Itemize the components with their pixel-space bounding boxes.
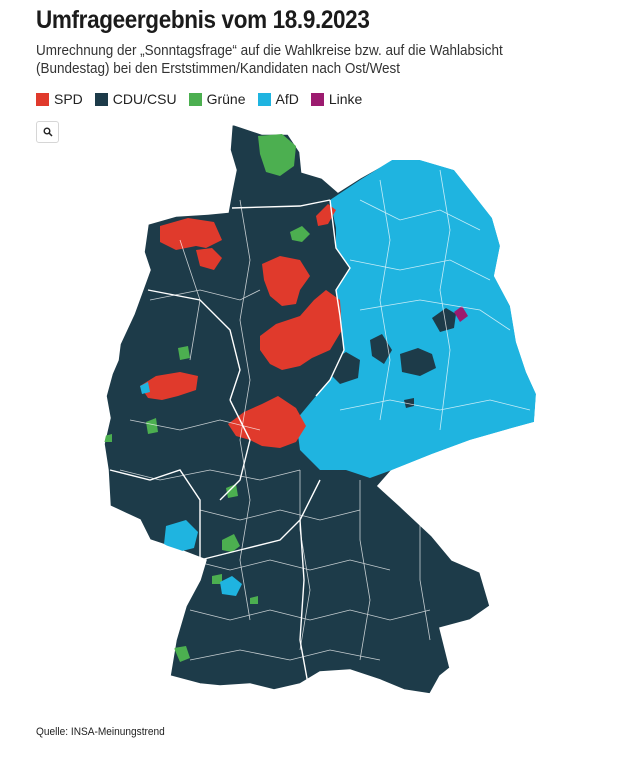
legend-label-spd: SPD xyxy=(54,91,83,107)
spd-region-ostfriesland xyxy=(160,218,222,250)
legend-label-linke: Linke xyxy=(328,91,363,107)
afd-region-pfalz xyxy=(164,520,198,552)
legend-swatch-afd xyxy=(257,92,271,106)
page-title: Umfrageergebnis vom 18.9.2023 xyxy=(36,6,370,34)
legend-swatch-gruene xyxy=(188,92,202,106)
spd-region-hannover-kassel xyxy=(260,290,342,370)
gruene-region-muenster xyxy=(178,346,190,360)
search-icon xyxy=(43,127,53,137)
legend-label-cdu-csu: CDU/CSU xyxy=(112,91,177,107)
afd-region-pforzheim xyxy=(220,576,242,596)
legend-swatch-cdu-csu xyxy=(94,92,108,106)
cdu-region-berlin xyxy=(432,308,456,332)
gruene-region-freiburg xyxy=(174,646,190,662)
spd-region-niedersachsen xyxy=(262,256,310,306)
legend-label-gruene: Grüne xyxy=(206,91,246,107)
spd-region-ruhrgebiet xyxy=(140,372,198,400)
spd-region-oldenburg xyxy=(196,248,222,270)
linke-region-berlin xyxy=(454,306,468,322)
cdu-region-erfurt xyxy=(330,352,360,384)
page-subtitle: Umrechnung der „Sonntagsfrage“ auf die W… xyxy=(36,43,503,77)
gruene-region-hamburg xyxy=(290,226,310,242)
gruene-region-kiel xyxy=(258,134,296,176)
state-borders xyxy=(109,199,351,685)
legend-item-cdu-csu: CDU/CSU xyxy=(94,91,177,107)
constituency-borders xyxy=(119,169,531,661)
cdu-region-leipzig xyxy=(404,398,414,408)
gruene-region-tuebingen xyxy=(250,596,258,604)
gruene-region-karlsruhe xyxy=(212,574,222,584)
source-note: Quelle: INSA-Meinungstrend xyxy=(36,726,165,738)
legend-swatch-spd xyxy=(36,92,49,106)
legend-item-spd: SPD xyxy=(36,91,83,107)
cdu-region-halle xyxy=(400,348,436,376)
legend-item-afd: AfD xyxy=(257,91,299,107)
afd-region-east xyxy=(296,160,536,478)
afd-region-duisburg xyxy=(140,382,150,394)
gruene-region-aachen xyxy=(104,434,112,442)
legend: SPD CDU/CSU Grüne AfD Linke xyxy=(36,91,374,107)
map-search-button[interactable] xyxy=(36,121,59,143)
gruene-region-koeln xyxy=(146,418,158,434)
legend-swatch-linke xyxy=(310,92,324,106)
cdu-region-magdeburg xyxy=(370,334,392,364)
legend-item-linke: Linke xyxy=(310,91,363,107)
legend-label-afd: AfD xyxy=(275,91,299,107)
gruene-region-frankfurt xyxy=(226,484,238,498)
germany-map[interactable] xyxy=(0,115,619,715)
gruene-region-heidelberg xyxy=(222,534,240,552)
legend-item-gruene: Grüne xyxy=(188,91,246,107)
